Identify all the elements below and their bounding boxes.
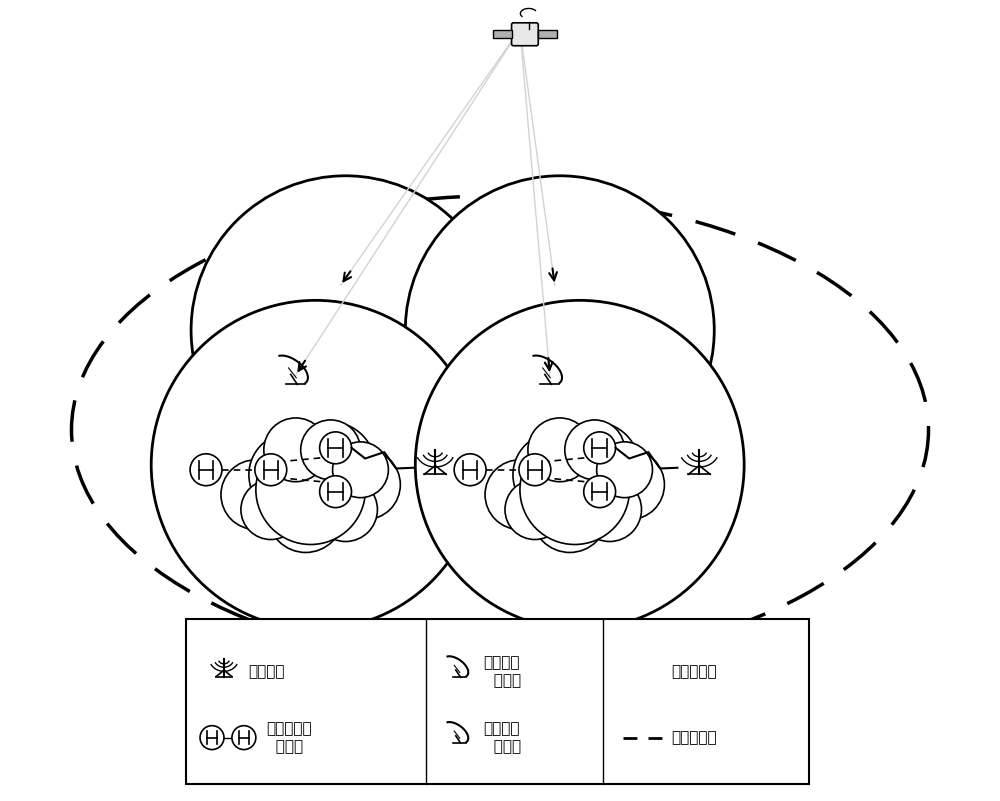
Text: ：干扰链路: ：干扰链路 — [671, 664, 717, 679]
Circle shape — [301, 420, 360, 480]
Circle shape — [528, 418, 592, 481]
Circle shape — [190, 454, 222, 485]
Circle shape — [505, 480, 565, 540]
Circle shape — [241, 480, 301, 540]
Circle shape — [513, 433, 597, 517]
Bar — [186, 619, 809, 783]
Circle shape — [221, 460, 291, 529]
Circle shape — [532, 477, 608, 553]
Text: ：主用户
  发送端: ：主用户 发送端 — [484, 656, 521, 688]
Circle shape — [485, 460, 555, 529]
Circle shape — [249, 433, 333, 517]
Circle shape — [286, 422, 375, 512]
Circle shape — [519, 454, 551, 485]
Circle shape — [578, 477, 642, 541]
Text: ：认知用户
  传输对: ：认知用户 传输对 — [266, 722, 311, 754]
Circle shape — [454, 454, 486, 485]
Circle shape — [151, 300, 480, 630]
Circle shape — [191, 175, 500, 485]
Circle shape — [595, 450, 664, 520]
FancyBboxPatch shape — [512, 22, 538, 46]
Circle shape — [268, 477, 344, 553]
Circle shape — [255, 454, 287, 485]
Circle shape — [597, 442, 652, 497]
Circle shape — [415, 300, 744, 630]
Circle shape — [256, 435, 365, 545]
Circle shape — [405, 175, 714, 485]
Text: ：干扰机: ：干扰机 — [248, 664, 284, 679]
Circle shape — [320, 432, 352, 464]
Circle shape — [520, 435, 630, 545]
Circle shape — [200, 726, 224, 750]
Bar — [493, 30, 512, 38]
Text: ：主用户
  接收端: ：主用户 接收端 — [484, 722, 521, 754]
Circle shape — [232, 726, 256, 750]
Circle shape — [584, 476, 616, 508]
Circle shape — [333, 442, 388, 497]
Circle shape — [550, 422, 640, 512]
Bar — [538, 30, 557, 38]
Circle shape — [584, 432, 616, 464]
Circle shape — [331, 450, 400, 520]
Circle shape — [264, 418, 328, 481]
Circle shape — [314, 477, 377, 541]
Circle shape — [565, 420, 625, 480]
Circle shape — [320, 476, 352, 508]
Text: ：信息交互: ：信息交互 — [671, 731, 717, 745]
